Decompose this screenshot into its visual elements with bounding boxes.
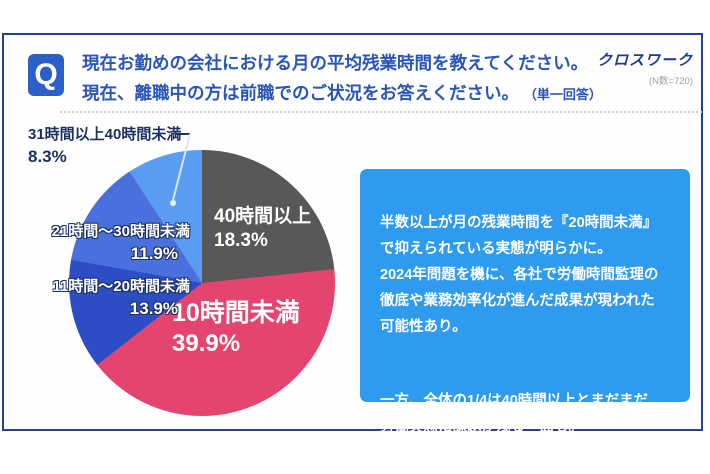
survey-card: Q 現在お勤めの会社における月の平均残業時間を教えてください。 現在、離職中の方…: [2, 33, 703, 435]
slice-label-11to20-value: 13.9%: [129, 299, 178, 318]
question-title-line1: 現在お勤めの会社における月の平均残業時間を教えてください。: [82, 53, 589, 73]
insight-box: 半数以上が月の残業時間を『20時間未満』 で抑えられている実態が明らかに。 20…: [360, 169, 690, 435]
slice-label-40over-value: 18.3%: [214, 229, 268, 251]
slice-label-11to20: 11時間～20時間未満 13.9%: [42, 275, 190, 319]
slice-label-under10: 10時間未満 39.9%: [172, 298, 300, 359]
insight-paragraph-2: 一方、全体の1/4は40時間以上とまだまだ 労働実態に課題が残る一面も。: [380, 393, 648, 435]
question-answer-type-note: （単一回答）: [523, 87, 602, 102]
slice-label-31to40-value: 8.3%: [28, 147, 67, 166]
slice-label-31to40: 31時間以上40時間未満 8.3%: [28, 123, 181, 167]
slice-label-11to20-text: 11時間～20時間未満: [52, 278, 190, 295]
question-title: 現在お勤めの会社における月の平均残業時間を教えてください。 現在、離職中の方は前…: [82, 48, 602, 110]
question-badge-label: Q: [34, 58, 58, 91]
insight-paragraph-1: 半数以上が月の残業時間を『20時間未満』 で抑えられている実態が明らかに。 20…: [380, 215, 659, 335]
slice-label-40over: 40時間以上 18.3%: [214, 205, 311, 253]
pie-chart: [69, 150, 335, 416]
question-title-line2: 現在、離職中の方は前職でのご状況をお答えください。: [82, 83, 519, 103]
slice-label-under10-text: 10時間未満: [172, 299, 300, 327]
brand-block: クロスワーク (N数=720): [543, 49, 693, 87]
header-separator: [60, 111, 702, 113]
sample-size-note: (N数=720): [648, 76, 693, 87]
slice-label-40over-text: 40時間以上: [214, 206, 312, 227]
question-badge: Q: [28, 54, 64, 96]
slice-label-21to30-text: 21時間～30時間未満: [51, 223, 190, 240]
slice-label-31to40-text: 31時間以上40時間未満: [28, 126, 182, 143]
slice-label-under10-value: 39.9%: [172, 330, 241, 358]
slice-label-21to30-value: 11.9%: [130, 244, 178, 263]
brand-logo: クロスワーク: [596, 52, 693, 69]
slice-label-21to30: 21時間～30時間未満 11.9%: [42, 220, 190, 264]
